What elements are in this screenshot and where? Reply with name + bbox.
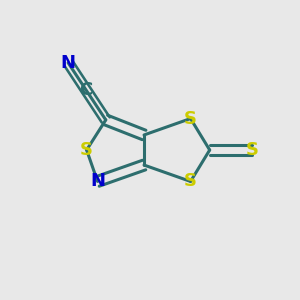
Text: S: S xyxy=(184,110,197,128)
Text: S: S xyxy=(246,141,259,159)
Text: N: N xyxy=(90,172,105,190)
Text: C: C xyxy=(80,81,93,99)
Text: N: N xyxy=(61,54,76,72)
Text: S: S xyxy=(80,141,93,159)
Text: S: S xyxy=(184,172,197,190)
